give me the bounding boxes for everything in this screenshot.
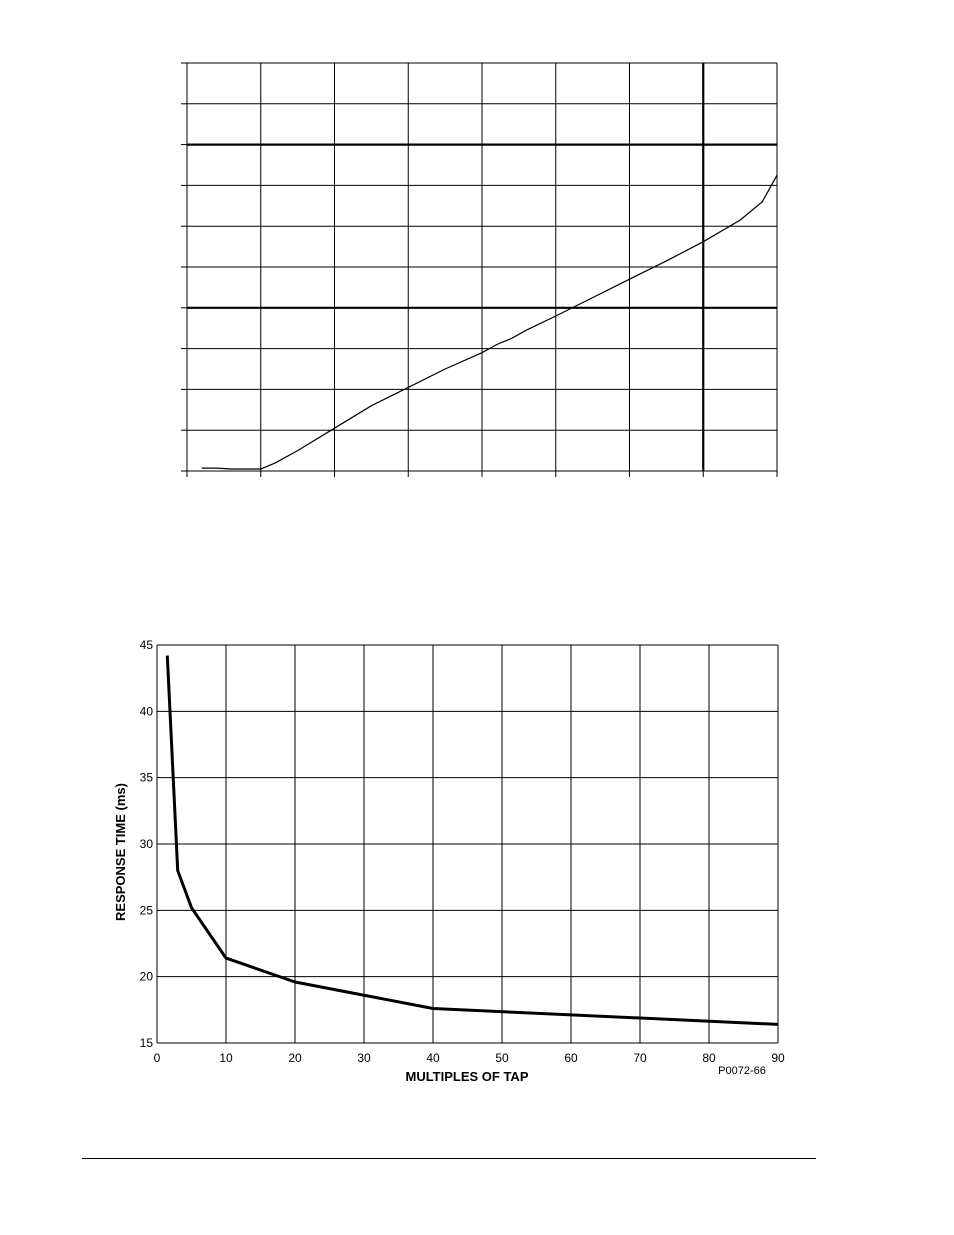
bottom-chart-x-tick-label: 0 xyxy=(154,1051,161,1065)
bottom-chart-x-tick-label: 30 xyxy=(357,1051,371,1065)
bottom-chart-y-tick-label: 25 xyxy=(140,903,154,917)
bottom-chart-x-axis-title: MULTIPLES OF TAP xyxy=(405,1069,528,1084)
bottom-chart-x-tick-label: 50 xyxy=(495,1051,509,1065)
bottom-chart-y-tick-label: 45 xyxy=(140,638,154,652)
bottom-chart-series-line xyxy=(165,655,779,1026)
bottom-chart-y-tick-labels: 15 20 25 30 35 40 45 xyxy=(140,638,154,1050)
bottom-chart-x-tick-label: 20 xyxy=(288,1051,302,1065)
footer-rule xyxy=(82,1158,816,1159)
bottom-chart-y-tick-label: 20 xyxy=(140,970,154,984)
bottom-chart-x-tick-labels: 0 10 20 30 40 50 60 70 80 90 xyxy=(154,1051,785,1065)
bottom-chart-figure-id: P0072-66 xyxy=(718,1065,766,1077)
top-chart-series-line xyxy=(201,174,778,470)
bottom-chart-x-tick-label: 90 xyxy=(771,1051,785,1065)
bottom-chart-x-tick-label: 80 xyxy=(702,1051,716,1065)
bottom-chart-y-tick-label: 30 xyxy=(140,837,154,851)
bottom-chart-y-axis-title: RESPONSE TIME (ms) xyxy=(113,783,128,921)
bottom-chart: 0 10 20 30 40 50 60 70 80 90 15 20 25 30 35 40 45 MULTI… xyxy=(113,638,785,1084)
bottom-chart-y-tick-label: 35 xyxy=(140,771,154,785)
bottom-chart-grid xyxy=(156,644,779,1044)
bottom-chart-y-tick-label: 40 xyxy=(140,704,154,718)
top-chart-ticks xyxy=(181,62,778,477)
bottom-chart-x-tick-label: 60 xyxy=(564,1051,578,1065)
top-chart-grid xyxy=(186,62,778,472)
bottom-chart-y-tick-label: 15 xyxy=(140,1036,154,1050)
bottom-chart-x-tick-label: 70 xyxy=(633,1051,647,1065)
bottom-chart-x-tick-label: 40 xyxy=(426,1051,440,1065)
bottom-chart-x-tick-label: 10 xyxy=(219,1051,233,1065)
top-chart xyxy=(181,62,778,477)
